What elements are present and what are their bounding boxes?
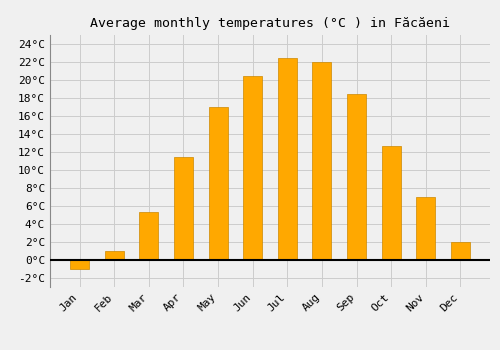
Bar [174, 156, 193, 260]
Bar [104, 251, 124, 260]
Bar [243, 76, 262, 260]
Bar [140, 212, 158, 260]
Title: Average monthly temperatures (°C ) in Făcăeni: Average monthly temperatures (°C ) in Fă… [90, 17, 450, 30]
Bar [382, 146, 400, 260]
Bar [208, 107, 228, 260]
Bar [451, 242, 470, 260]
Bar [278, 57, 297, 260]
Bar [347, 93, 366, 260]
Bar [70, 260, 89, 269]
Bar [416, 197, 436, 260]
Bar [312, 62, 332, 260]
